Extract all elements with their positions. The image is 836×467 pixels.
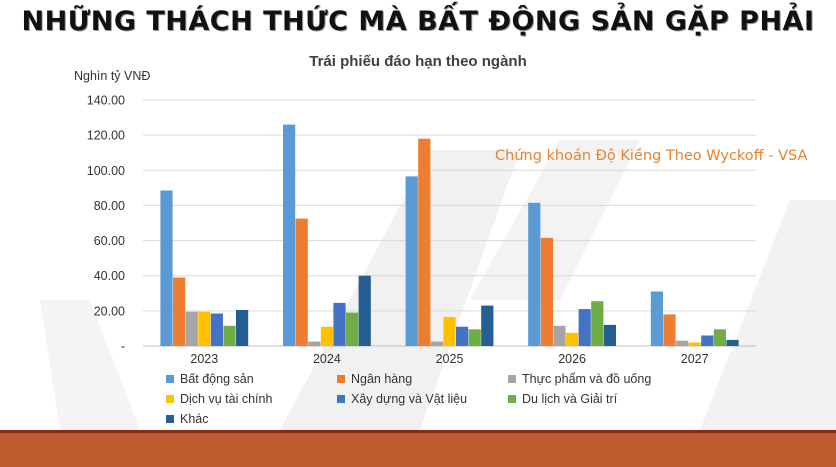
bar-2027-series-6 (726, 339, 739, 346)
bar-2027-series-4 (701, 335, 714, 346)
bar-2027-series-0 (650, 291, 663, 346)
y-tick-label: - (121, 340, 125, 354)
watermark-text: Chứng khoán Độ Kiềng Theo Wyckoff - VSA (495, 148, 808, 164)
bar-2027-series-5 (713, 329, 726, 346)
bar-2026-series-5 (591, 301, 604, 346)
y-tick-label: 100.00 (87, 164, 125, 178)
bars (160, 124, 739, 346)
bar-2023-series-5 (223, 325, 236, 346)
bar-2024-series-5 (346, 312, 359, 346)
footer-bar (0, 433, 836, 467)
bar-2024-series-1 (295, 218, 308, 346)
bar-2023-series-4 (210, 313, 223, 346)
x-tick-label: 2026 (558, 352, 586, 366)
bar-2025-series-0 (405, 176, 418, 346)
bar-2024-series-0 (283, 124, 296, 346)
bar-2023-series-0 (160, 190, 173, 346)
y-axis-ticks: - 20.00 40.00 60.00 80.00 100.00 120.00 140.00 (87, 94, 125, 354)
bar-2025-series-5 (468, 329, 481, 346)
x-tick-label: 2024 (313, 352, 341, 366)
bar-2024-series-4 (333, 302, 346, 346)
bar-2025-series-3 (443, 317, 456, 346)
y-tick-label: 120.00 (87, 129, 125, 143)
bar-2024-series-6 (358, 275, 371, 346)
bar-2026-series-0 (528, 202, 541, 346)
bar-2026-series-1 (540, 237, 553, 346)
bar-2026-series-3 (566, 332, 579, 346)
bar-2023-series-3 (198, 311, 211, 346)
y-tick-label: 20.00 (94, 304, 125, 318)
bar-2023-series-2 (185, 311, 198, 346)
y-tick-label: 60.00 (94, 234, 125, 248)
y-axis-label: Nghìn tỷ VNĐ (74, 69, 150, 83)
x-tick-label: 2023 (190, 352, 218, 366)
x-tick-label: 2025 (436, 352, 464, 366)
y-tick-label: 80.00 (94, 199, 125, 213)
bar-2027-series-3 (688, 342, 701, 346)
y-tick-label: 140.00 (87, 94, 125, 108)
bar-2025-series-2 (430, 341, 443, 346)
bar-2023-series-6 (236, 310, 249, 346)
bar-2025-series-1 (418, 138, 431, 346)
slide-title: NHỮNG THÁCH THỨC MÀ BẤT ĐỘNG SẢN GẶP PHẢ… (21, 6, 815, 37)
bar-2027-series-2 (676, 340, 689, 346)
bar-2024-series-3 (320, 326, 333, 346)
chart-title: Trái phiếu đáo hạn theo ngành (309, 53, 527, 70)
x-tick-label: 2027 (681, 352, 709, 366)
bar-2024-series-2 (308, 341, 321, 346)
y-tick-label: 40.00 (94, 269, 125, 283)
gridlines (143, 99, 756, 347)
bar-2026-series-4 (578, 309, 591, 346)
bar-2025-series-4 (456, 326, 469, 346)
bar-2027-series-1 (663, 314, 676, 346)
bar-2026-series-2 (553, 325, 566, 346)
bar-2026-series-6 (603, 324, 616, 346)
bar-2023-series-1 (173, 277, 186, 346)
bar-2025-series-6 (481, 305, 494, 346)
x-axis-ticks: 2023 2024 2025 2026 2027 (190, 352, 708, 366)
footer-stripe (0, 430, 836, 433)
